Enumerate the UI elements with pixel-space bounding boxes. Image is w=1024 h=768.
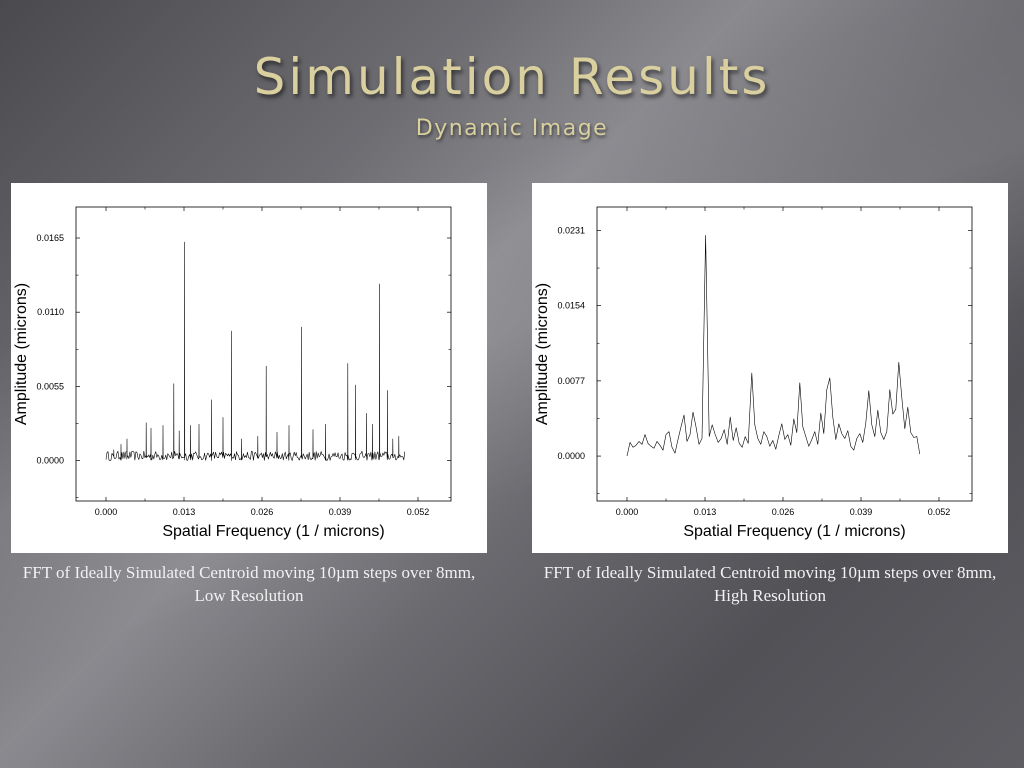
x-tick-label: 0.039 <box>329 507 352 517</box>
y-tick-label: 0.0000 <box>557 451 585 461</box>
fft-chart-low-resolution: 0.000 0.013 0.026 0.039 0.052 0.0000 0.0055 0.0… <box>13 206 452 540</box>
x-tick-label: 0.052 <box>407 507 430 517</box>
plot-frame <box>75 206 452 502</box>
x-tick-label: 0.052 <box>928 507 951 517</box>
plot-frame <box>596 206 973 502</box>
x-tick-label: 0.000 <box>616 507 639 517</box>
y-tick-label: 0.0077 <box>557 376 585 386</box>
chart-panel-high-resolution: 0.000 0.013 0.026 0.039 0.052 0.0000 0.0077 0.0… <box>532 183 1008 553</box>
fft-chart-high-resolution: 0.000 0.013 0.026 0.039 0.052 0.0000 0.0077 0.0… <box>534 206 973 540</box>
y-tick-label: 0.0000 <box>36 456 64 466</box>
x-axis-label: Spatial Frequency (1 / microns) <box>683 523 905 540</box>
y-axis-label: Amplitude (microns) <box>13 283 30 425</box>
y-axis-label: Amplitude (microns) <box>534 283 551 425</box>
x-tick-label: 0.026 <box>772 507 795 517</box>
fft-series-line <box>626 235 921 457</box>
chart-panel-low-resolution: 0.000 0.013 0.026 0.039 0.052 0.0000 0.0055 0.0… <box>11 183 487 553</box>
fft-series-line <box>105 241 406 461</box>
y-tick-label: 0.0055 <box>36 381 64 391</box>
x-tick-label: 0.026 <box>251 507 274 517</box>
y-tick-label: 0.0165 <box>36 233 64 243</box>
y-tick-label: 0.0154 <box>557 301 585 311</box>
slide-subtitle: Dynamic Image <box>415 116 609 141</box>
x-tick-label: 0.000 <box>95 507 118 517</box>
x-tick-label: 0.013 <box>694 507 717 517</box>
slide-title: Simulation Results <box>253 48 771 106</box>
x-axis-label: Spatial Frequency (1 / microns) <box>162 523 384 540</box>
x-tick-label: 0.013 <box>173 507 196 517</box>
caption-high-resolution: FFT of Ideally Simulated Centroid moving… <box>543 563 997 605</box>
y-tick-label: 0.0231 <box>557 225 585 235</box>
caption-low-resolution: FFT of Ideally Simulated Centroid moving… <box>22 563 476 605</box>
y-tick-label: 0.0110 <box>37 307 64 317</box>
x-tick-label: 0.039 <box>850 507 873 517</box>
